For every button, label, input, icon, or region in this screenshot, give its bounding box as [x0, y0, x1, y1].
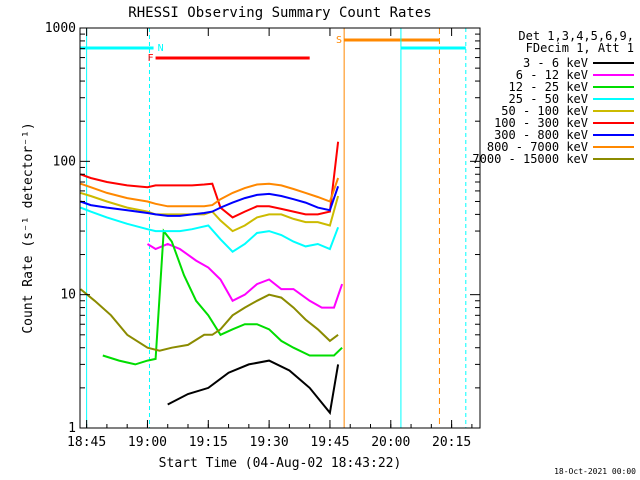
legend-label-2: 12 - 25 keV	[509, 80, 588, 94]
x-axis-label: Start Time (04-Aug-02 18:43:22)	[159, 456, 402, 471]
series-line-5	[80, 141, 340, 219]
legend: Det 1,3,4,5,6,9, FDecim 1, Att 1 3 - 6 k…	[472, 29, 634, 166]
x-tick-label-6: 20:15	[432, 435, 471, 450]
x-tick-label-0: 18:45	[67, 435, 106, 450]
series-line-3	[80, 206, 340, 253]
legend-label-5: 100 - 300 keV	[494, 116, 588, 130]
legend-label-1: 6 - 12 keV	[516, 68, 588, 82]
legend-label-8: 7000 - 15000 keV	[472, 152, 588, 166]
x-tick-label-5: 20:00	[371, 435, 410, 450]
flare-flag-label: F	[147, 53, 153, 64]
series-line-2	[102, 228, 343, 366]
saa-flag-label: S	[336, 35, 342, 46]
series-line-1	[146, 242, 344, 309]
axis-ticks: 18:45 19:00 19:15 19:30 19:45 20:00 20:15 1 10 10…	[45, 21, 480, 450]
y-tick-label-2: 100	[53, 154, 76, 169]
footer-date: 18-Oct-2021 00:00	[554, 467, 636, 476]
y-tick-label-0: 1	[68, 421, 76, 436]
y-axis-label: Count Rate (s⁻¹ detector⁻¹)	[21, 122, 36, 333]
y-tick-label-1: 10	[60, 288, 76, 303]
legend-label-6: 300 - 800 keV	[494, 128, 588, 142]
series-line-7	[80, 177, 340, 208]
x-tick-label-2: 19:15	[189, 435, 228, 450]
legend-label-7: 800 - 7000 keV	[487, 140, 588, 154]
x-tick-label-1: 19:00	[128, 435, 167, 450]
legend-label-3: 25 - 50 keV	[509, 92, 588, 106]
x-tick-label-4: 19:45	[310, 435, 349, 450]
series-line-0	[167, 359, 340, 416]
axes	[79, 27, 481, 429]
series-line-6	[80, 185, 340, 217]
plot-frame	[79, 27, 481, 429]
legend-label-4: 50 - 100 keV	[501, 104, 588, 118]
legend-header-line-1: Det 1,3,4,5,6,9,	[518, 29, 634, 43]
legend-label-0: 3 - 6 keV	[523, 56, 588, 70]
y-tick-label-3: 1000	[45, 21, 76, 36]
series-line-8	[79, 288, 339, 352]
legend-header-line-2: FDecim 1, Att 1	[526, 41, 634, 55]
night-flag-label: N	[158, 43, 164, 54]
flag-bars: NF S	[80, 28, 467, 428]
series-line-4	[80, 191, 340, 233]
series-lines	[79, 141, 344, 416]
chart-title: RHESSI Observing Summary Count Rates	[128, 5, 431, 21]
x-tick-label-3: 19:30	[250, 435, 289, 450]
